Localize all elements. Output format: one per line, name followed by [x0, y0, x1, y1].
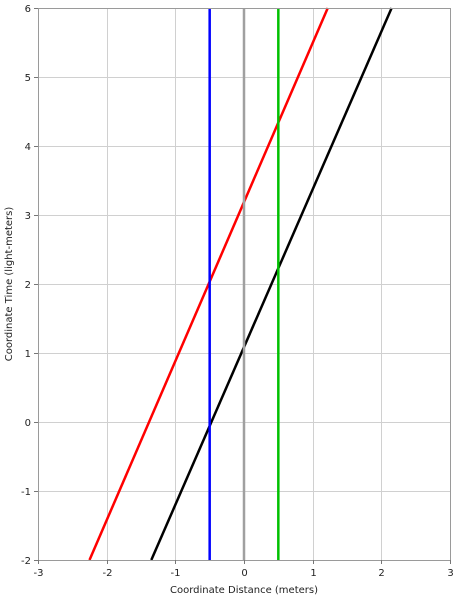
x-tick-label: -1	[171, 568, 181, 579]
x-axis-title: Coordinate Distance (meters)	[170, 585, 318, 596]
y-tick-label: -2	[21, 556, 31, 567]
series-line-1	[150, 7, 393, 561]
y-tick-label: 0	[25, 418, 31, 429]
y-tick-label: 5	[25, 73, 31, 84]
y-tick-label: -1	[21, 487, 31, 498]
series-layer	[88, 7, 393, 561]
y-tick-label: 1	[25, 349, 31, 360]
y-tick-label: 6	[25, 4, 31, 15]
y-tick-label: 3	[25, 211, 31, 222]
y-tick-label: 4	[25, 142, 31, 153]
x-tick-label: 2	[378, 568, 384, 579]
y-tick-label: 2	[25, 280, 31, 291]
x-tick-label: -3	[34, 568, 44, 579]
x-tick-label: 0	[241, 568, 247, 579]
x-tick-label: 1	[310, 568, 316, 579]
x-tick-label: -2	[103, 568, 113, 579]
x-tick-label: 3	[447, 568, 453, 579]
y-axis-title: Coordinate Time (light-meters)	[4, 207, 15, 362]
